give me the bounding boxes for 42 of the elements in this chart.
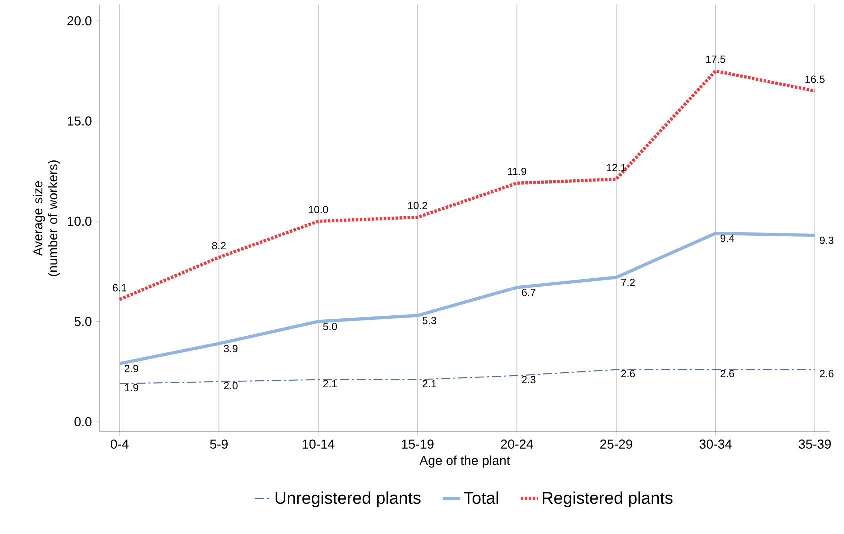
y-tick-label: 20.0 xyxy=(68,16,92,26)
x-axis-title: Age of the plant xyxy=(420,456,510,468)
data-label: 6.1 xyxy=(113,284,127,292)
data-label: 8.2 xyxy=(212,242,226,250)
x-tick-label: 15-19 xyxy=(402,440,434,449)
legend-label: Total xyxy=(464,492,498,504)
legend-label: Registered plants xyxy=(542,492,673,508)
data-label: 2.6 xyxy=(622,370,636,378)
y-axis-title: Average size (number of workers) xyxy=(33,160,60,276)
x-tick-label: 35-39 xyxy=(799,440,832,449)
legend-label: Unregistered plants xyxy=(276,492,421,508)
x-tick-label: 30-34 xyxy=(700,440,732,449)
y-tick-label: 5.0 xyxy=(74,317,92,326)
data-label: 5.3 xyxy=(422,317,436,324)
data-label: 6.7 xyxy=(522,288,536,296)
data-label: 9.3 xyxy=(820,236,834,244)
data-label: 2.6 xyxy=(720,370,734,378)
data-label: 9.4 xyxy=(720,234,735,242)
data-label: 17.5 xyxy=(706,56,726,64)
data-label: 2.3 xyxy=(522,376,536,384)
data-label: 12.1 xyxy=(607,164,626,172)
data-label: 11.9 xyxy=(508,168,526,176)
y-tick-label: 15.0 xyxy=(68,116,92,126)
data-label: 16.5 xyxy=(806,76,825,84)
data-label: 1.9 xyxy=(125,384,138,392)
data-label: 10.2 xyxy=(408,202,428,210)
x-tick-label: 25-29 xyxy=(600,440,632,449)
y-tick-label: 0.0 xyxy=(74,417,92,427)
data-label: 2.6 xyxy=(820,370,834,378)
data-label: 2.0 xyxy=(224,382,238,390)
x-tick-label: 20-24 xyxy=(501,440,534,449)
y-tick-label: 10.0 xyxy=(68,216,92,226)
data-label: 3.9 xyxy=(224,345,238,352)
x-tick-label: 10-14 xyxy=(302,440,335,449)
data-label: 2.9 xyxy=(124,365,138,373)
x-tick-label: 0-4 xyxy=(111,440,129,449)
data-label: 2.1 xyxy=(422,380,436,388)
data-label: 2.1 xyxy=(324,380,338,388)
x-tick-label: 5-9 xyxy=(210,440,228,449)
data-label: 10.0 xyxy=(309,206,328,214)
data-label: 7.2 xyxy=(622,278,635,286)
data-label: 5.0 xyxy=(323,323,338,330)
